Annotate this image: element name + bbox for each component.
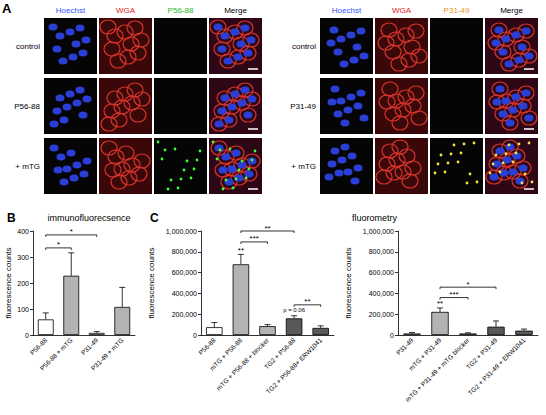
svg-text:P31-49: P31-49 [290, 102, 316, 111]
svg-text:+ mTG: + mTG [291, 162, 316, 171]
svg-text:control: control [292, 42, 316, 51]
svg-text:200,000: 200,000 [369, 311, 394, 318]
svg-text:immunofluorecsence: immunofluorecsence [47, 213, 130, 223]
svg-text:0: 0 [25, 332, 29, 339]
svg-text:+ mTG: + mTG [15, 162, 40, 171]
svg-text:TG2 + P31-49 + ERW1041: TG2 + P31-49 + ERW1041 [467, 336, 527, 396]
svg-text:WGA: WGA [116, 6, 136, 15]
svg-text:fluorescence counts: fluorescence counts [4, 247, 13, 318]
svg-text:P31-49: P31-49 [444, 6, 470, 15]
svg-text:WGA: WGA [392, 6, 412, 15]
svg-text:***: *** [449, 290, 458, 299]
svg-text:Merge: Merge [500, 6, 523, 15]
svg-text:P31-49: P31-49 [395, 336, 415, 356]
svg-text:P56-88: P56-88 [168, 6, 194, 15]
svg-text:*: * [57, 240, 60, 249]
svg-text:400: 400 [17, 228, 29, 235]
svg-text:P31-49: P31-49 [79, 336, 99, 356]
svg-text:**: ** [437, 299, 443, 308]
svg-text:***: *** [250, 234, 259, 243]
svg-text:600,000: 600,000 [172, 269, 197, 276]
svg-text:600,000: 600,000 [369, 269, 394, 276]
svg-text:C: C [150, 211, 159, 225]
svg-text:mTG + P56-88 + blocker: mTG + P56-88 + blocker [215, 336, 271, 392]
svg-text:P56-88: P56-88 [197, 336, 217, 356]
svg-text:*: * [466, 280, 469, 289]
svg-text:400,000: 400,000 [172, 290, 197, 297]
svg-text:A: A [2, 1, 12, 16]
svg-text:*: * [70, 227, 73, 236]
svg-text:**: ** [304, 297, 310, 306]
svg-text:**: ** [264, 224, 270, 233]
svg-text:1,000,000: 1,000,000 [363, 228, 394, 235]
svg-text:100: 100 [17, 306, 29, 313]
svg-text:400,000: 400,000 [369, 290, 394, 297]
svg-text:P56-88: P56-88 [14, 102, 40, 111]
svg-text:mTG + P31-49 + mTG blocker: mTG + P31-49 + mTG blocker [404, 336, 471, 403]
svg-text:1,000,000: 1,000,000 [166, 228, 197, 235]
svg-text:TG2 + P56-88+ ERW1041: TG2 + P56-88+ ERW1041 [265, 336, 324, 395]
svg-text:**: ** [238, 246, 244, 255]
svg-text:fluorometry: fluorometry [352, 213, 398, 223]
svg-text:0: 0 [390, 332, 394, 339]
svg-text:B: B [7, 211, 16, 225]
svg-text:fluorescence counts: fluorescence counts [344, 247, 353, 318]
svg-text:p = 0.06: p = 0.06 [283, 307, 306, 313]
svg-text:200,000: 200,000 [172, 311, 197, 318]
svg-text:0: 0 [193, 332, 197, 339]
svg-text:Merge: Merge [224, 6, 247, 15]
svg-text:Hoechst: Hoechst [56, 6, 86, 15]
svg-text:200: 200 [17, 280, 29, 287]
svg-text:300: 300 [17, 254, 29, 261]
svg-text:800,000: 800,000 [369, 248, 394, 255]
svg-text:fluorescence counts: fluorescence counts [147, 247, 156, 318]
svg-text:P56-88: P56-88 [28, 336, 48, 356]
svg-text:P31-49 + mTG: P31-49 + mTG [90, 337, 125, 372]
svg-text:Hoechst: Hoechst [332, 6, 362, 15]
svg-text:control: control [16, 42, 40, 51]
svg-text:P56-88 + mTG: P56-88 + mTG [39, 337, 74, 372]
svg-text:800,000: 800,000 [172, 248, 197, 255]
